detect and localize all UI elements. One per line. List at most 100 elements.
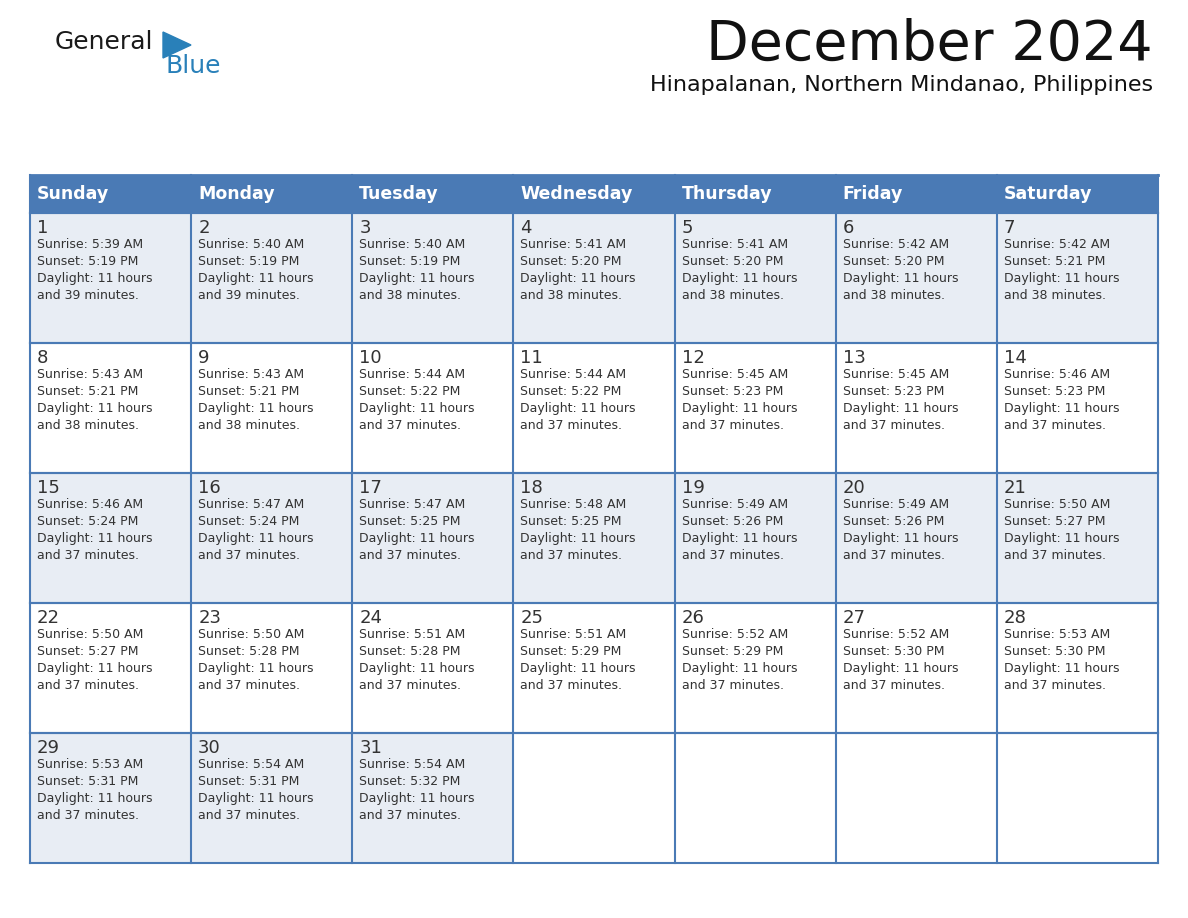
Text: and 37 minutes.: and 37 minutes.: [842, 419, 944, 432]
Text: Daylight: 11 hours: Daylight: 11 hours: [37, 402, 152, 415]
Text: 11: 11: [520, 349, 543, 367]
Text: Daylight: 11 hours: Daylight: 11 hours: [198, 272, 314, 285]
Text: and 37 minutes.: and 37 minutes.: [682, 549, 784, 562]
Text: Daylight: 11 hours: Daylight: 11 hours: [198, 662, 314, 675]
Text: 26: 26: [682, 609, 704, 627]
Bar: [353, 175, 513, 213]
Text: and 38 minutes.: and 38 minutes.: [842, 289, 944, 302]
Text: Sunset: 5:25 PM: Sunset: 5:25 PM: [520, 515, 623, 528]
Text: and 38 minutes.: and 38 minutes.: [520, 289, 623, 302]
Text: 6: 6: [842, 219, 854, 237]
Text: Sunset: 5:22 PM: Sunset: 5:22 PM: [520, 385, 621, 398]
Text: Wednesday: Wednesday: [520, 185, 633, 203]
Text: Daylight: 11 hours: Daylight: 11 hours: [1004, 532, 1119, 545]
Text: Sunday: Sunday: [37, 185, 109, 203]
Text: Sunset: 5:19 PM: Sunset: 5:19 PM: [359, 255, 461, 268]
Text: 20: 20: [842, 479, 866, 497]
Text: 5: 5: [682, 219, 693, 237]
Text: Sunset: 5:25 PM: Sunset: 5:25 PM: [359, 515, 461, 528]
Text: General: General: [55, 30, 153, 54]
Bar: [30, 473, 1158, 603]
Text: Sunrise: 5:49 AM: Sunrise: 5:49 AM: [682, 498, 788, 511]
Text: Sunset: 5:24 PM: Sunset: 5:24 PM: [198, 515, 299, 528]
Text: Sunset: 5:22 PM: Sunset: 5:22 PM: [359, 385, 461, 398]
Bar: [30, 343, 1158, 473]
Text: 17: 17: [359, 479, 383, 497]
Text: Friday: Friday: [842, 185, 903, 203]
Text: and 37 minutes.: and 37 minutes.: [359, 809, 461, 822]
Text: and 37 minutes.: and 37 minutes.: [842, 549, 944, 562]
Text: Sunrise: 5:40 AM: Sunrise: 5:40 AM: [198, 238, 304, 251]
Text: Sunset: 5:27 PM: Sunset: 5:27 PM: [37, 645, 139, 658]
Bar: [30, 213, 1158, 343]
Text: and 37 minutes.: and 37 minutes.: [37, 679, 139, 692]
Text: and 38 minutes.: and 38 minutes.: [198, 419, 301, 432]
Text: Daylight: 11 hours: Daylight: 11 hours: [37, 532, 152, 545]
Text: Daylight: 11 hours: Daylight: 11 hours: [359, 792, 475, 805]
Text: Sunrise: 5:39 AM: Sunrise: 5:39 AM: [37, 238, 143, 251]
Text: Sunrise: 5:52 AM: Sunrise: 5:52 AM: [842, 628, 949, 641]
Text: Daylight: 11 hours: Daylight: 11 hours: [842, 532, 959, 545]
Text: Tuesday: Tuesday: [359, 185, 438, 203]
Bar: [513, 175, 675, 213]
Text: Sunrise: 5:46 AM: Sunrise: 5:46 AM: [1004, 368, 1110, 381]
Text: Sunrise: 5:51 AM: Sunrise: 5:51 AM: [520, 628, 627, 641]
Text: Sunrise: 5:44 AM: Sunrise: 5:44 AM: [520, 368, 626, 381]
Text: Sunrise: 5:45 AM: Sunrise: 5:45 AM: [682, 368, 788, 381]
Text: 4: 4: [520, 219, 532, 237]
Text: Sunrise: 5:48 AM: Sunrise: 5:48 AM: [520, 498, 627, 511]
Text: and 38 minutes.: and 38 minutes.: [682, 289, 784, 302]
Text: and 37 minutes.: and 37 minutes.: [520, 679, 623, 692]
Text: Sunset: 5:23 PM: Sunset: 5:23 PM: [1004, 385, 1105, 398]
Text: Sunset: 5:31 PM: Sunset: 5:31 PM: [198, 775, 299, 788]
Text: and 37 minutes.: and 37 minutes.: [359, 679, 461, 692]
Text: Daylight: 11 hours: Daylight: 11 hours: [1004, 402, 1119, 415]
Text: 10: 10: [359, 349, 381, 367]
Text: Sunset: 5:21 PM: Sunset: 5:21 PM: [198, 385, 299, 398]
Text: 13: 13: [842, 349, 866, 367]
Text: and 37 minutes.: and 37 minutes.: [37, 809, 139, 822]
Text: Sunset: 5:23 PM: Sunset: 5:23 PM: [682, 385, 783, 398]
Text: Sunrise: 5:51 AM: Sunrise: 5:51 AM: [359, 628, 466, 641]
Bar: [676, 734, 835, 862]
Text: Daylight: 11 hours: Daylight: 11 hours: [359, 272, 475, 285]
Text: Sunrise: 5:43 AM: Sunrise: 5:43 AM: [37, 368, 143, 381]
Text: Daylight: 11 hours: Daylight: 11 hours: [842, 662, 959, 675]
Text: Sunset: 5:24 PM: Sunset: 5:24 PM: [37, 515, 138, 528]
Text: Sunrise: 5:44 AM: Sunrise: 5:44 AM: [359, 368, 466, 381]
Text: Sunset: 5:29 PM: Sunset: 5:29 PM: [520, 645, 621, 658]
Bar: [997, 175, 1158, 213]
Text: Daylight: 11 hours: Daylight: 11 hours: [359, 532, 475, 545]
Text: Daylight: 11 hours: Daylight: 11 hours: [520, 532, 636, 545]
Text: Daylight: 11 hours: Daylight: 11 hours: [682, 272, 797, 285]
Text: and 37 minutes.: and 37 minutes.: [198, 679, 301, 692]
Text: Sunrise: 5:54 AM: Sunrise: 5:54 AM: [198, 758, 304, 771]
Text: and 37 minutes.: and 37 minutes.: [682, 679, 784, 692]
Text: Daylight: 11 hours: Daylight: 11 hours: [359, 662, 475, 675]
Text: 3: 3: [359, 219, 371, 237]
Text: Daylight: 11 hours: Daylight: 11 hours: [198, 402, 314, 415]
Text: Sunset: 5:31 PM: Sunset: 5:31 PM: [37, 775, 138, 788]
Text: 23: 23: [198, 609, 221, 627]
Text: Sunset: 5:30 PM: Sunset: 5:30 PM: [842, 645, 944, 658]
Text: Sunset: 5:21 PM: Sunset: 5:21 PM: [1004, 255, 1105, 268]
Text: Sunrise: 5:42 AM: Sunrise: 5:42 AM: [842, 238, 949, 251]
Text: Daylight: 11 hours: Daylight: 11 hours: [37, 662, 152, 675]
Text: Daylight: 11 hours: Daylight: 11 hours: [682, 662, 797, 675]
Text: Daylight: 11 hours: Daylight: 11 hours: [198, 532, 314, 545]
Text: Sunset: 5:28 PM: Sunset: 5:28 PM: [359, 645, 461, 658]
Text: Sunrise: 5:50 AM: Sunrise: 5:50 AM: [37, 628, 144, 641]
Text: Thursday: Thursday: [682, 185, 772, 203]
Bar: [675, 175, 835, 213]
Text: 1: 1: [37, 219, 49, 237]
Text: 7: 7: [1004, 219, 1016, 237]
Text: 18: 18: [520, 479, 543, 497]
Text: 21: 21: [1004, 479, 1026, 497]
Text: 2: 2: [198, 219, 209, 237]
Text: 22: 22: [37, 609, 61, 627]
Text: Sunrise: 5:52 AM: Sunrise: 5:52 AM: [682, 628, 788, 641]
Bar: [30, 603, 1158, 733]
Text: 29: 29: [37, 739, 61, 757]
Text: and 39 minutes.: and 39 minutes.: [37, 289, 139, 302]
Text: Sunrise: 5:49 AM: Sunrise: 5:49 AM: [842, 498, 949, 511]
